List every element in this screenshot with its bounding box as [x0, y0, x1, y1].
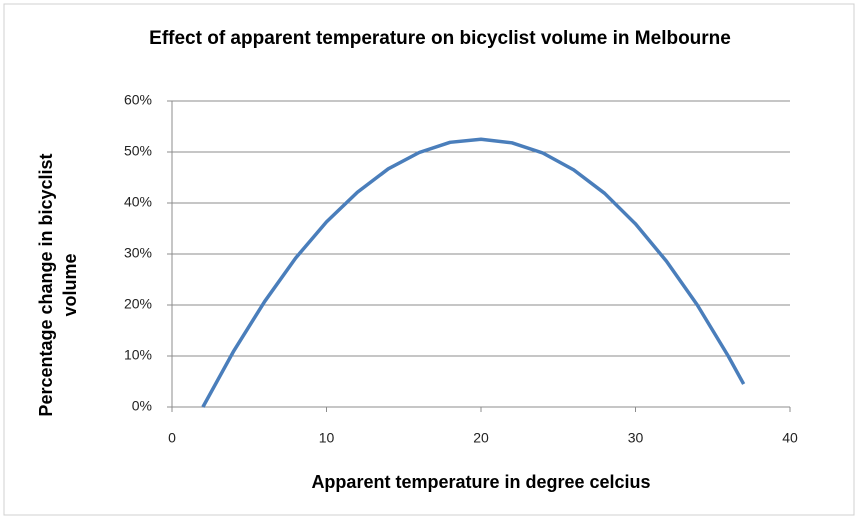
x-tick-label: 30	[628, 430, 644, 446]
y-tick-label: 60%	[124, 92, 152, 108]
y-axis-title: Percentage change in bicyclist volume	[36, 153, 80, 417]
y-tick-label: 0%	[132, 398, 152, 414]
chart-title: Effect of apparent temperature on bicycl…	[149, 28, 731, 49]
x-tick-label: 40	[782, 430, 798, 446]
y-tick-label: 10%	[124, 347, 152, 363]
y-tick-label: 40%	[124, 194, 152, 210]
data-line	[201, 137, 746, 408]
y-tick-label: 30%	[124, 245, 152, 261]
x-axis-title: Apparent temperature in degree celcius	[311, 472, 650, 492]
chart-frame	[3, 3, 855, 516]
x-tick-label: 0	[168, 430, 176, 446]
y-tick-label: 50%	[124, 143, 152, 159]
x-tick-label: 10	[319, 430, 335, 446]
x-tick-label: 20	[473, 430, 489, 446]
y-tick-label: 20%	[124, 296, 152, 312]
